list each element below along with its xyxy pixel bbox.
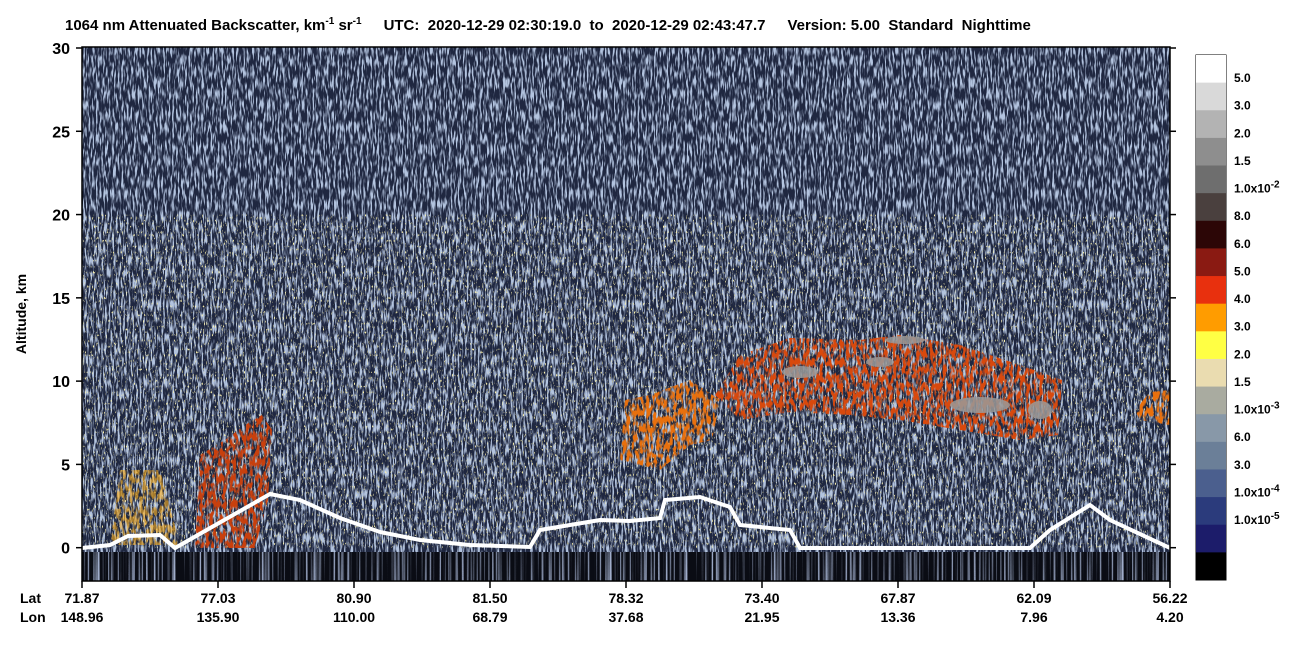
x-tick-label: 4.20 (1156, 609, 1183, 625)
colorbar-label: 5.0 (1234, 71, 1251, 85)
title-exp: -1 (353, 16, 362, 27)
x-row-name: Lon (20, 609, 46, 625)
colorbar-label: 1.0x10-4 (1234, 483, 1280, 499)
colorbar-label: 3.0 (1234, 320, 1251, 334)
colorbar-swatch (1196, 386, 1226, 415)
colorbar-label: 6.0 (1234, 430, 1251, 444)
colorbar-swatch (1196, 303, 1226, 332)
title-exp: -1 (325, 16, 334, 27)
colorbar-swatch (1196, 248, 1226, 277)
x-tick-label: 71.87 (64, 590, 99, 606)
y-tick-label: 15 (52, 291, 70, 308)
x-tick-label: 81.50 (472, 590, 507, 606)
plot-area (82, 47, 1170, 581)
colorbar-label: 2.0 (1234, 347, 1251, 361)
colorbar-swatch (1196, 552, 1226, 581)
colorbar-label: 1.0x10-2 (1234, 180, 1280, 196)
time-range: UTC: 2020-12-29 02:30:19.0 to 2020-12-29… (384, 17, 766, 34)
colorbar-label: 6.0 (1234, 237, 1251, 251)
x-tick-label: 110.00 (333, 609, 375, 625)
x-tick-label: 80.90 (336, 590, 371, 606)
colorbar-label: 5.0 (1234, 264, 1251, 278)
colorbar-swatch (1196, 497, 1226, 526)
colorbar-swatch (1196, 358, 1226, 388)
colorbar-label: 2.0 (1234, 126, 1251, 140)
y-tick-label: 20 (52, 208, 70, 225)
cloud-cores (782, 336, 1052, 419)
colorbar-label: 1.0x10-5 (1234, 511, 1280, 527)
colorbar-label-text: 1.0x10 (1234, 513, 1271, 527)
x-tick-label: 7.96 (1020, 609, 1047, 625)
x-tick-label: 37.68 (608, 609, 643, 625)
colorbar-label-exp: -2 (1271, 180, 1280, 191)
clouds (110, 335, 1170, 548)
x-tick-label: 135.90 (197, 609, 240, 625)
x-row-name: Lat (20, 590, 41, 606)
x-tick-label: 21.95 (744, 609, 779, 625)
colorbar-swatch (1196, 524, 1226, 553)
title-text: sr (334, 17, 353, 34)
x-tick-label: 68.79 (472, 609, 507, 625)
colorbar-label: 1.5 (1234, 375, 1251, 389)
colorbar-swatch (1196, 331, 1226, 360)
colorbar-swatch (1196, 110, 1226, 139)
y-tick-label: 10 (52, 374, 70, 391)
colorbar-swatch (1196, 55, 1226, 84)
colorbar-label-text: 1.0x10 (1234, 403, 1271, 417)
y-tick-label: 5 (61, 457, 70, 474)
x-tick-label: 62.09 (1016, 590, 1051, 606)
colorbar-label-exp: -5 (1271, 511, 1280, 522)
colorbar-label-text: 1.0x10 (1234, 485, 1271, 499)
colorbar-label-exp: -3 (1271, 401, 1280, 412)
colorbar-swatch (1196, 165, 1226, 194)
y-tick-label: 30 (52, 41, 70, 58)
x-tick-label: 73.40 (744, 590, 779, 606)
colorbar-swatch (1196, 441, 1226, 470)
y-tick-label: 25 (52, 124, 70, 141)
title: 1064 nm Attenuated Backscatter, km-1 sr-… (65, 16, 1031, 34)
colorbar-label: 4.0 (1234, 292, 1251, 306)
x-tick-label: 148.96 (61, 609, 104, 625)
colorbar-label-text: 1.0x10 (1234, 182, 1271, 196)
colorbar-label-exp: -4 (1271, 483, 1280, 494)
colorbar-swatch (1196, 414, 1226, 443)
colorbar-label: 3.0 (1234, 99, 1251, 113)
surface-return (82, 491, 1170, 551)
colorbar-swatch (1196, 193, 1226, 222)
title-text: 1064 nm Attenuated Backscatter, km (65, 17, 325, 34)
colorbar-swatch (1196, 82, 1226, 111)
y-tick-label: 0 (61, 541, 70, 558)
colorbar-swatch (1196, 276, 1226, 305)
x-tick-label: 56.22 (1152, 590, 1187, 606)
colorbar-label: 1.5 (1234, 154, 1251, 168)
colorbar-label: 3.0 (1234, 458, 1251, 472)
colorbar-label: 8.0 (1234, 209, 1251, 223)
colorbar-swatch (1196, 220, 1226, 249)
x-tick-label: 13.36 (880, 609, 915, 625)
x-tick-label: 78.32 (608, 590, 643, 606)
colorbar-swatch (1196, 137, 1226, 167)
y-axis-label: Altitude, km (13, 274, 29, 354)
noise (82, 552, 1170, 581)
colorbar-swatch (1196, 469, 1226, 498)
x-tick-label: 77.03 (200, 590, 235, 606)
x-tick-label: 67.87 (880, 590, 915, 606)
colorbar-label: 1.0x10-3 (1234, 401, 1280, 417)
version: Version: 5.00 Standard Nighttime (787, 17, 1030, 34)
